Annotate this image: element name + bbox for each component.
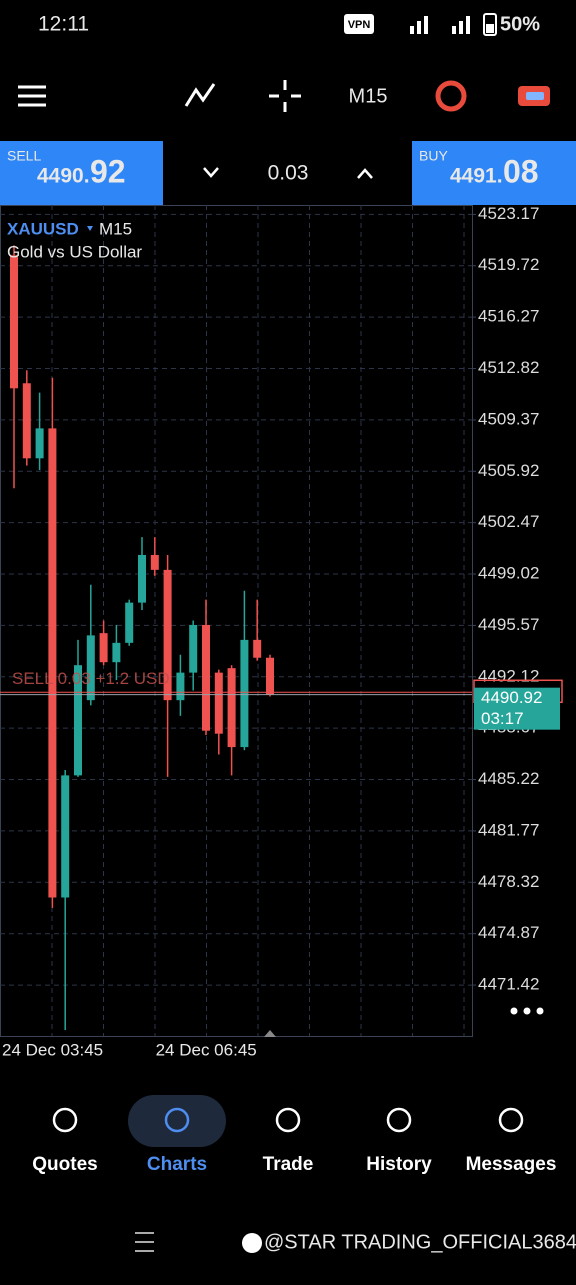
signal-icons xyxy=(410,13,497,36)
y-tick-label: 4471.42 xyxy=(478,975,539,994)
candle-body xyxy=(86,635,95,701)
nav-label: Quotes xyxy=(32,1154,97,1175)
nav-item[interactable]: Charts xyxy=(147,1107,207,1175)
candle-body xyxy=(150,554,159,570)
trade-button-inner xyxy=(526,92,544,100)
candle-body xyxy=(240,639,249,748)
more-button[interactable] xyxy=(510,1007,544,1015)
candle-body xyxy=(112,642,121,663)
y-tick-label: 4485.22 xyxy=(478,769,539,788)
candle-body xyxy=(61,775,70,898)
y-tick-label: 4512.82 xyxy=(478,358,539,377)
candle-body xyxy=(138,554,146,603)
nav-label: Messages xyxy=(466,1154,557,1175)
candle-body xyxy=(163,569,172,701)
nav-label: Charts xyxy=(147,1154,207,1175)
candle-body xyxy=(48,428,57,898)
bid-tag-label: 4490.92 xyxy=(481,688,542,707)
sell-price-big: 92 xyxy=(90,153,126,189)
nav-icon xyxy=(52,1107,78,1133)
candle-body xyxy=(35,428,44,459)
y-tick-label: 4481.77 xyxy=(478,820,539,839)
watermark: @STAR TRADING_OFFICIAL3684 xyxy=(264,1231,576,1253)
fb-icon xyxy=(242,1233,262,1253)
nav-icon xyxy=(275,1107,301,1133)
indicators-button[interactable] xyxy=(184,83,216,107)
nav-item[interactable]: Quotes xyxy=(32,1107,98,1175)
volume[interactable]: 0.03 xyxy=(268,162,309,185)
nav-label: History xyxy=(366,1154,432,1175)
candle-body xyxy=(176,672,185,701)
active-nav-pill xyxy=(128,1095,226,1147)
y-tick-label: 4499.02 xyxy=(478,564,539,583)
vertical-grid xyxy=(51,205,465,1036)
y-tick-label: 4523.17 xyxy=(478,204,539,223)
buy-price-big: 08 xyxy=(503,153,539,189)
menu-button[interactable] xyxy=(18,85,46,107)
candle-body xyxy=(10,255,18,389)
nav-icon xyxy=(386,1107,412,1133)
chart-timeframe: M15 xyxy=(99,219,132,238)
battery-level: 50% xyxy=(500,13,540,35)
nav-item[interactable]: Messages xyxy=(466,1107,557,1175)
buy-label: BUY xyxy=(419,148,448,164)
objects-button[interactable] xyxy=(435,80,467,112)
sell-price-main: 4490. xyxy=(37,165,90,188)
bar-countdown: 03:17 xyxy=(481,709,524,728)
y-tick-label: 4519.72 xyxy=(478,255,539,274)
bid-tag xyxy=(474,687,560,730)
sell-button[interactable] xyxy=(0,141,163,205)
nav-label: Trade xyxy=(263,1154,314,1175)
candle-body xyxy=(125,602,134,643)
y-tick-label: 4474.87 xyxy=(478,923,539,942)
vpn-text: VPN xyxy=(348,19,371,31)
y-tick-label: 4492.12 xyxy=(478,666,539,685)
candle-body xyxy=(227,668,236,748)
candle-body xyxy=(189,624,198,673)
candle-body xyxy=(214,672,223,734)
plot: 4523.17 4519.72 4516.27 4512.82 4509.37 4505.… xyxy=(0,204,563,1059)
y-tick-label: 4505.92 xyxy=(478,461,539,480)
sell-label: SELL xyxy=(7,148,41,164)
nav-icon xyxy=(164,1107,190,1133)
y-tick-label: 4516.27 xyxy=(478,307,539,326)
vpn-badge xyxy=(344,14,374,34)
plot-frame xyxy=(0,205,473,1037)
position-label: SELL 0.03 +1.2 USD xyxy=(12,669,170,688)
nav-item[interactable]: History xyxy=(366,1107,432,1175)
volume-up[interactable] xyxy=(357,168,373,179)
y-tick-label: 4509.37 xyxy=(478,409,539,428)
candle-body xyxy=(253,639,262,658)
symbol-dropdown[interactable] xyxy=(87,226,93,231)
y-tick-label: 4495.57 xyxy=(478,615,539,634)
candle-body xyxy=(266,657,274,695)
status-time: 12:11 xyxy=(38,13,89,36)
buy-button[interactable] xyxy=(412,141,576,205)
y-tick-label: 4478.32 xyxy=(478,872,539,891)
symbol[interactable]: XAUUSD xyxy=(7,219,79,238)
buy-price-main: 4491. xyxy=(450,165,503,188)
nav-item[interactable]: Trade xyxy=(263,1107,314,1175)
candle-body xyxy=(74,665,82,776)
nav-icon xyxy=(498,1107,524,1133)
x-tick-label: 24 Dec 06:45 xyxy=(156,1040,257,1059)
scroll-marker xyxy=(264,1030,276,1037)
crosshair-button[interactable] xyxy=(269,80,301,112)
candle-body xyxy=(99,633,108,663)
bottom-nav: Quotes Charts Trade History Messages xyxy=(32,1107,557,1175)
system-menu xyxy=(135,1232,154,1252)
timeframe-button[interactable]: M15 xyxy=(349,85,388,107)
volume-down[interactable] xyxy=(203,167,219,178)
y-tick-label: 4502.47 xyxy=(478,512,539,531)
candle-body xyxy=(202,624,210,731)
candle-body xyxy=(22,383,31,459)
symbol-description: Gold vs US Dollar xyxy=(7,242,142,261)
x-tick-label: 24 Dec 03:45 xyxy=(2,1040,103,1059)
